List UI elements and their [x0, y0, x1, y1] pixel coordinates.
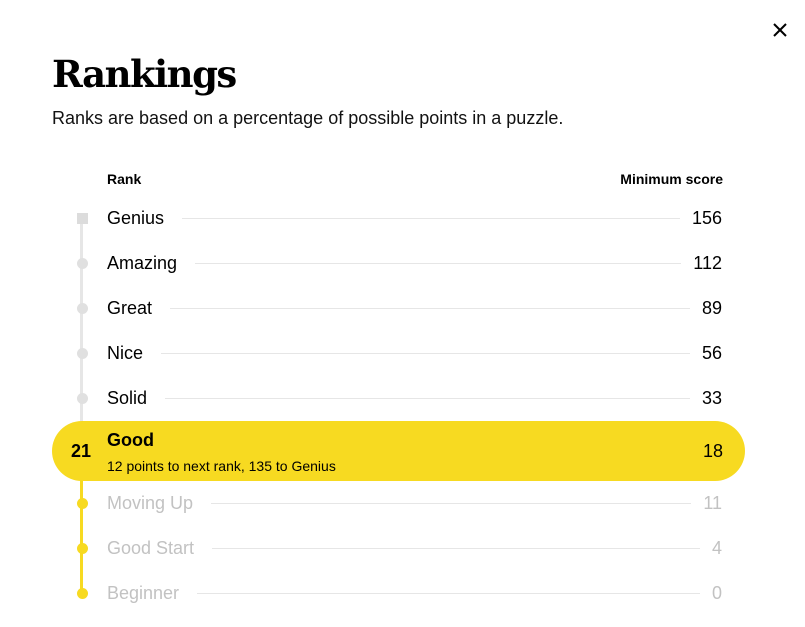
rank-score: 0: [699, 582, 722, 604]
dialog-subtitle: Ranks are based on a percentage of possi…: [52, 108, 564, 128]
rank-name: Good Start: [107, 537, 213, 559]
rank-name: Solid: [107, 387, 166, 409]
next-rank-progress: 12 points to next rank, 135 to Genius: [107, 458, 336, 474]
progress-track-achieved: [80, 478, 83, 594]
row-divider: [107, 548, 704, 549]
row-divider: [107, 308, 704, 309]
row-divider: [107, 353, 704, 354]
progress-track-locked: [80, 218, 83, 423]
rank-row-genius: Genius 156: [52, 196, 744, 241]
rank-name: Amazing: [107, 252, 196, 274]
rank-name: Beginner: [107, 582, 198, 604]
rank-score: 156: [679, 207, 722, 229]
rank-marker-dot-icon: [77, 348, 88, 359]
current-rank-row: 21 Good 12 points to next rank, 135 to G…: [52, 421, 745, 481]
rank-score: 33: [689, 387, 722, 409]
score-column-header: Minimum score: [620, 171, 723, 187]
rank-marker-square-icon: [77, 213, 88, 224]
rank-name: Moving Up: [107, 492, 212, 514]
rank-score: 4: [699, 537, 722, 559]
current-rank-score: 18: [702, 441, 723, 461]
rank-marker-dot-icon: [77, 303, 88, 314]
rank-score: 11: [691, 492, 722, 514]
row-divider: [107, 263, 704, 264]
rank-row-great: Great 89: [52, 286, 744, 331]
close-button[interactable]: [768, 18, 792, 42]
rank-marker-dot-icon: [77, 393, 88, 404]
rank-marker-dot-icon: [77, 543, 88, 554]
current-points: 21: [71, 441, 92, 461]
rank-row-moving-up: Moving Up 11: [52, 481, 744, 526]
rank-name: Great: [107, 297, 171, 319]
rank-score: 56: [689, 342, 722, 364]
rank-score: 112: [681, 252, 722, 274]
row-divider: [107, 593, 704, 594]
dialog-title: Rankings: [52, 52, 237, 96]
rank-score: 89: [689, 297, 722, 319]
rank-name: Nice: [107, 342, 162, 364]
rank-column-header: Rank: [107, 171, 142, 187]
close-icon: [773, 23, 787, 37]
row-divider: [107, 398, 704, 399]
rank-row-amazing: Amazing 112: [52, 241, 744, 286]
row-divider: [107, 503, 704, 504]
rank-marker-dot-icon: [77, 498, 88, 509]
row-divider: [107, 218, 704, 219]
rank-row-good-start: Good Start 4: [52, 526, 744, 571]
rank-marker-dot-icon: [77, 588, 88, 599]
current-rank-name: Good: [107, 430, 154, 450]
rank-row-beginner: Beginner 0: [52, 571, 744, 616]
rank-name: Genius: [107, 207, 183, 229]
rank-marker-dot-icon: [77, 258, 88, 269]
rank-row-solid: Solid 33: [52, 376, 744, 421]
rank-row-nice: Nice 56: [52, 331, 744, 376]
